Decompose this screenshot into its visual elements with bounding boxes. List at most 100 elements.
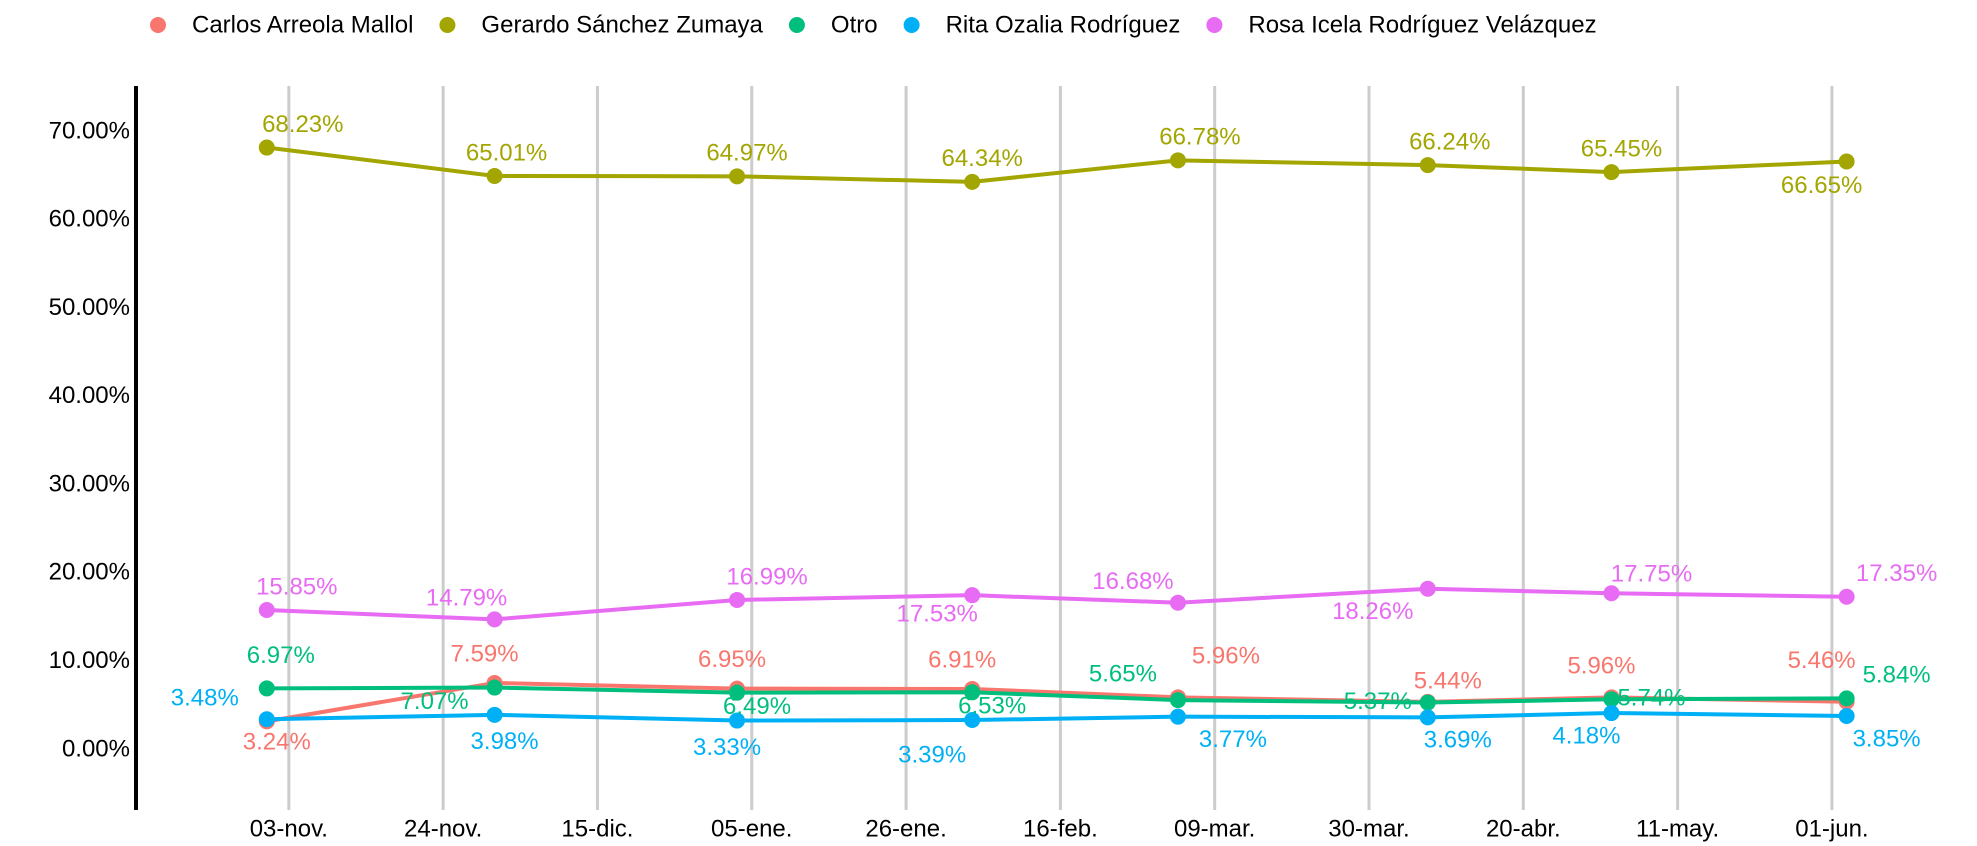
data-label: 68.23% <box>262 111 343 138</box>
data-point <box>1419 694 1436 711</box>
data-point <box>1603 585 1620 602</box>
data-label: 65.45% <box>1581 135 1662 162</box>
data-point <box>258 711 275 728</box>
data-label: 3.33% <box>693 734 761 761</box>
data-label: 66.78% <box>1159 124 1240 151</box>
legend-marker <box>150 17 166 33</box>
y-tick-label: 10.00% <box>49 647 130 674</box>
data-point <box>1419 157 1436 174</box>
x-tick-label: 05-ene. <box>711 815 792 842</box>
legend-marker <box>1206 17 1223 33</box>
data-point <box>964 712 981 729</box>
y-tick-label: 30.00% <box>49 470 130 497</box>
data-point <box>1169 692 1186 709</box>
y-tick-label: 0.00% <box>62 735 130 762</box>
data-point <box>258 139 275 156</box>
x-tick-label: 30-mar. <box>1328 815 1409 842</box>
legend-label: Otro <box>831 11 878 38</box>
legend-marker <box>788 17 805 33</box>
lines <box>258 139 1855 730</box>
x-tick-label: 26-ene. <box>865 815 946 842</box>
data-label: 5.84% <box>1863 662 1931 689</box>
data-label: 6.53% <box>958 693 1026 720</box>
data-label: 6.97% <box>247 642 315 669</box>
legend-label: Rosa Icela Rodríguez Velázquez <box>1248 11 1596 38</box>
data-label: 5.74% <box>1617 685 1685 712</box>
labels: 3.24% 7.59% 6.95% 6.91% 5.96% 5.44% 5.96% 5.46%… <box>171 111 1938 768</box>
x-tick-label: 16-feb. <box>1023 815 1098 842</box>
data-point <box>964 173 981 190</box>
data-label: 64.34% <box>941 145 1022 172</box>
y-tick-label: 20.00% <box>49 559 130 586</box>
legend-label: Gerardo Sánchez Zumaya <box>481 11 763 38</box>
data-point <box>1419 709 1436 726</box>
data-label: 66.24% <box>1409 128 1490 155</box>
data-label: 5.37% <box>1344 688 1412 715</box>
data-point <box>964 684 981 701</box>
data-label: 5.44% <box>1414 667 1482 694</box>
data-label: 18.26% <box>1332 598 1413 625</box>
data-label: 3.98% <box>471 728 539 755</box>
data-label: 16.68% <box>1092 568 1173 595</box>
legend-label: Carlos Arreola Mallol <box>192 11 413 38</box>
data-label: 7.59% <box>451 640 519 667</box>
data-label: 6.95% <box>698 646 766 673</box>
x-tick-label: 15-dic. <box>561 815 633 842</box>
data-point <box>1603 164 1620 181</box>
data-label: 66.65% <box>1781 172 1862 199</box>
data-label: 3.77% <box>1199 726 1267 753</box>
data-label: 5.96% <box>1192 643 1260 670</box>
data-label: 3.85% <box>1853 725 1921 752</box>
data-label: 6.91% <box>928 646 996 673</box>
legend-label: Rita Ozalia Rodríguez <box>946 11 1181 38</box>
data-label: 17.75% <box>1611 561 1692 588</box>
data-point <box>486 167 503 184</box>
data-point <box>729 591 746 608</box>
data-point <box>729 684 746 701</box>
series-line <box>266 145 1847 184</box>
data-point <box>1169 594 1186 611</box>
data-label: 17.35% <box>1856 560 1937 587</box>
data-label: 16.99% <box>726 563 807 590</box>
data-point <box>1169 152 1186 169</box>
data-point <box>1838 588 1855 605</box>
data-point <box>1169 708 1186 725</box>
data-point <box>729 712 746 729</box>
data-label: 3.39% <box>898 741 966 768</box>
data-label: 65.01% <box>466 139 547 166</box>
data-point <box>486 611 503 628</box>
x-tick-label: 09-mar. <box>1174 815 1255 842</box>
data-point <box>486 679 503 696</box>
data-point <box>1603 691 1620 708</box>
data-point <box>1838 707 1855 724</box>
data-point <box>1603 705 1620 722</box>
y-tick-label: 40.00% <box>49 382 130 409</box>
legend-marker <box>903 17 920 33</box>
data-point <box>1838 153 1855 170</box>
data-label: 14.79% <box>426 585 507 612</box>
data-point <box>1419 580 1436 597</box>
data-label: 4.18% <box>1552 722 1620 749</box>
y-tick-label: 70.00% <box>49 117 130 144</box>
series-line <box>266 586 1847 622</box>
data-label: 3.24% <box>243 729 311 756</box>
series-line <box>266 711 1847 723</box>
series-line <box>266 685 1847 705</box>
legend-marker <box>439 17 456 33</box>
data-label: 17.53% <box>896 601 977 628</box>
data-point <box>729 168 746 185</box>
data-point <box>258 602 275 619</box>
data-label: 5.65% <box>1089 660 1157 687</box>
data-label: 64.97% <box>706 140 787 167</box>
data-point <box>1838 690 1855 707</box>
x-tick-label: 24-nov. <box>404 815 482 842</box>
data-point <box>486 706 503 723</box>
x-tick-label: 20-abr. <box>1486 815 1561 842</box>
data-point <box>258 680 275 697</box>
x-tick-label: 03-nov. <box>250 815 328 842</box>
x-tick-label: 11-may. <box>1636 815 1719 842</box>
data-label: 7.07% <box>401 688 469 715</box>
data-label: 15.85% <box>256 573 337 600</box>
y-tick-label: 50.00% <box>49 294 130 321</box>
